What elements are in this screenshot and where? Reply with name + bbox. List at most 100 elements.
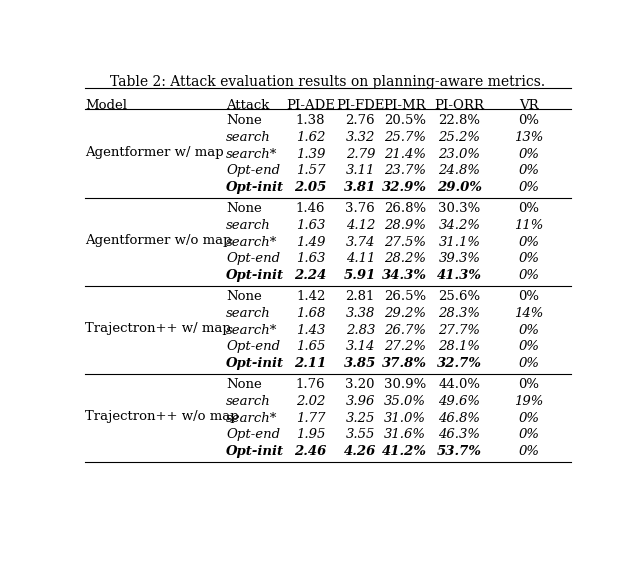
Text: 5.91: 5.91 — [344, 269, 376, 282]
Text: 13%: 13% — [514, 131, 543, 144]
Text: Model: Model — [85, 99, 127, 112]
Text: 2.79: 2.79 — [346, 148, 375, 161]
Text: 1.42: 1.42 — [296, 290, 325, 303]
Text: Agentformer w/o map: Agentformer w/o map — [85, 234, 232, 247]
Text: 30.9%: 30.9% — [384, 378, 426, 391]
Text: 0%: 0% — [518, 252, 540, 266]
Text: 0%: 0% — [518, 290, 540, 303]
Text: 27.5%: 27.5% — [384, 236, 426, 249]
Text: 1.49: 1.49 — [296, 236, 325, 249]
Text: 2.24: 2.24 — [294, 269, 327, 282]
Text: 25.2%: 25.2% — [438, 131, 481, 144]
Text: 28.2%: 28.2% — [384, 252, 426, 266]
Text: None: None — [227, 114, 262, 127]
Text: 41.2%: 41.2% — [382, 445, 428, 458]
Text: 23.7%: 23.7% — [384, 164, 426, 178]
Text: 3.38: 3.38 — [346, 307, 375, 320]
Text: 41.3%: 41.3% — [437, 269, 482, 282]
Text: 28.1%: 28.1% — [438, 340, 481, 353]
Text: 0%: 0% — [518, 269, 540, 282]
Text: search*: search* — [227, 148, 278, 161]
Text: 22.8%: 22.8% — [438, 114, 481, 127]
Text: Trajectron++ w/o map: Trajectron++ w/o map — [85, 410, 239, 423]
Text: Opt-init: Opt-init — [227, 269, 284, 282]
Text: 0%: 0% — [518, 445, 540, 458]
Text: 0%: 0% — [518, 202, 540, 215]
Text: 2.02: 2.02 — [296, 395, 325, 408]
Text: 29.0%: 29.0% — [437, 181, 482, 194]
Text: 4.11: 4.11 — [346, 252, 375, 266]
Text: 25.6%: 25.6% — [438, 290, 481, 303]
Text: Opt-init: Opt-init — [227, 181, 284, 194]
Text: 11%: 11% — [514, 219, 543, 232]
Text: PI-MR: PI-MR — [383, 99, 426, 112]
Text: 14%: 14% — [514, 307, 543, 320]
Text: 1.57: 1.57 — [296, 164, 325, 178]
Text: 29.2%: 29.2% — [384, 307, 426, 320]
Text: 3.76: 3.76 — [346, 202, 375, 215]
Text: 3.11: 3.11 — [346, 164, 375, 178]
Text: 2.81: 2.81 — [346, 290, 375, 303]
Text: 4.26: 4.26 — [344, 445, 376, 458]
Text: search: search — [227, 131, 271, 144]
Text: Table 2: Attack evaluation results on planning-aware metrics.: Table 2: Attack evaluation results on pl… — [111, 75, 545, 89]
Text: 35.0%: 35.0% — [384, 395, 426, 408]
Text: 1.46: 1.46 — [296, 202, 325, 215]
Text: 1.68: 1.68 — [296, 307, 325, 320]
Text: PI-ORR: PI-ORR — [435, 99, 484, 112]
Text: None: None — [227, 202, 262, 215]
Text: 37.8%: 37.8% — [382, 357, 428, 370]
Text: 26.8%: 26.8% — [384, 202, 426, 215]
Text: Opt-end: Opt-end — [227, 428, 280, 441]
Text: 0%: 0% — [518, 357, 540, 370]
Text: 20.5%: 20.5% — [384, 114, 426, 127]
Text: 0%: 0% — [518, 114, 540, 127]
Text: 1.63: 1.63 — [296, 252, 325, 266]
Text: 53.7%: 53.7% — [437, 445, 482, 458]
Text: 19%: 19% — [514, 395, 543, 408]
Text: 3.55: 3.55 — [346, 428, 375, 441]
Text: PI-FDE: PI-FDE — [336, 99, 385, 112]
Text: 1.77: 1.77 — [296, 412, 325, 425]
Text: 3.25: 3.25 — [346, 412, 375, 425]
Text: 26.7%: 26.7% — [384, 324, 426, 337]
Text: 46.3%: 46.3% — [438, 428, 481, 441]
Text: 3.85: 3.85 — [344, 357, 376, 370]
Text: 0%: 0% — [518, 412, 540, 425]
Text: 23.0%: 23.0% — [438, 148, 481, 161]
Text: 1.43: 1.43 — [296, 324, 325, 337]
Text: 34.2%: 34.2% — [438, 219, 481, 232]
Text: Trajectron++ w/ map: Trajectron++ w/ map — [85, 322, 230, 335]
Text: Opt-end: Opt-end — [227, 252, 280, 266]
Text: 0%: 0% — [518, 236, 540, 249]
Text: 1.39: 1.39 — [296, 148, 325, 161]
Text: 27.7%: 27.7% — [438, 324, 481, 337]
Text: 39.3%: 39.3% — [438, 252, 481, 266]
Text: 3.81: 3.81 — [344, 181, 376, 194]
Text: 31.6%: 31.6% — [384, 428, 426, 441]
Text: 30.3%: 30.3% — [438, 202, 481, 215]
Text: search: search — [227, 395, 271, 408]
Text: 2.46: 2.46 — [294, 445, 327, 458]
Text: 0%: 0% — [518, 148, 540, 161]
Text: 28.9%: 28.9% — [384, 219, 426, 232]
Text: 46.8%: 46.8% — [438, 412, 481, 425]
Text: 1.65: 1.65 — [296, 340, 325, 353]
Text: 25.7%: 25.7% — [384, 131, 426, 144]
Text: 3.14: 3.14 — [346, 340, 375, 353]
Text: 27.2%: 27.2% — [384, 340, 426, 353]
Text: 1.76: 1.76 — [296, 378, 326, 391]
Text: Agentformer w/ map: Agentformer w/ map — [85, 146, 223, 159]
Text: 21.4%: 21.4% — [384, 148, 426, 161]
Text: 0%: 0% — [518, 324, 540, 337]
Text: 28.3%: 28.3% — [438, 307, 481, 320]
Text: Opt-init: Opt-init — [227, 357, 284, 370]
Text: 31.0%: 31.0% — [384, 412, 426, 425]
Text: PI-ADE: PI-ADE — [286, 99, 335, 112]
Text: VR: VR — [519, 99, 539, 112]
Text: 3.20: 3.20 — [346, 378, 375, 391]
Text: 26.5%: 26.5% — [384, 290, 426, 303]
Text: 2.05: 2.05 — [294, 181, 327, 194]
Text: 0%: 0% — [518, 378, 540, 391]
Text: 0%: 0% — [518, 164, 540, 178]
